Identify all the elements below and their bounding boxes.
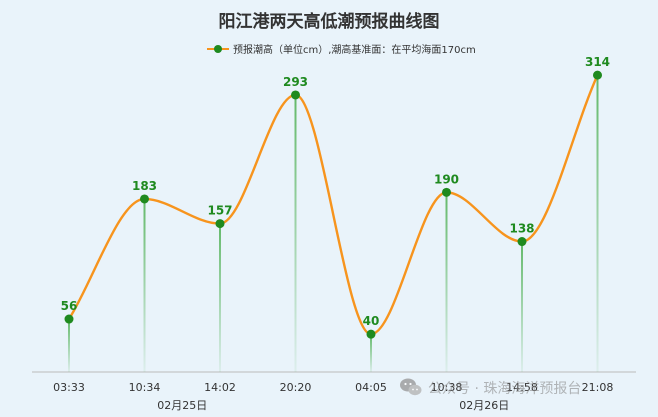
drop-line-6 [521,241,523,372]
date-label-1: 02月26日 [459,399,509,412]
x-tick-label-3: 20:20 [280,381,312,394]
value-label-5: 190 [434,172,459,186]
x-tick-label-4: 04:05 [355,381,387,394]
drop-line-2 [219,223,221,372]
x-tick-label-2: 14:02 [204,381,236,394]
data-point-1 [140,194,149,204]
legend: 预报潮高（单位cm）,潮高基准面：在平均海面170cm [207,43,476,56]
series-line [67,74,599,336]
date-label-0: 02月25日 [157,399,207,412]
x-tick-label-7: 21:08 [582,381,614,394]
value-label-1: 183 [132,179,157,193]
data-point-0 [64,314,74,324]
drop-line-0 [68,319,70,372]
wechat-icon [400,378,422,396]
legend-label: 预报潮高（单位cm）,潮高基准面：在平均海面170cm [233,43,476,56]
data-point-3 [291,90,300,100]
drop-lines [68,75,599,373]
data-point-2 [215,219,225,229]
chart-title: 阳江港两天高低潮预报曲线图 [219,11,440,32]
x-tick-label-1: 10:34 [129,381,161,394]
legend-marker-swatch [214,45,222,53]
watermark: 公众号 · 珠海海洋预报台 [400,378,581,397]
value-label-7: 314 [585,55,610,69]
drop-line-5 [445,192,448,372]
data-point-7 [593,70,602,80]
data-point-4 [366,329,376,339]
data-point-5 [442,187,451,197]
data-point-6 [517,237,527,247]
x-tick-labels: 03:33 10:34 14:02 20:20 04:05 10:38 14:58 21:08 [53,381,613,394]
value-label-6: 138 [509,222,534,236]
date-labels: 02月25日 02月26日 [157,399,509,412]
value-label-2: 157 [207,204,232,218]
drop-line-1 [143,198,146,372]
drop-line-4 [370,334,372,372]
value-label-0: 56 [61,299,78,313]
drop-line-3 [294,94,297,373]
x-tick-label-0: 03:33 [53,381,85,394]
data-markers [64,70,602,339]
value-label-4: 40 [363,314,380,328]
watermark-text: 公众号 · 珠海海洋预报台 [428,381,581,397]
x-tick-label-6: 14:58 [506,381,538,394]
value-label-3: 293 [283,75,308,89]
value-labels: 56 183 157 293 40 190 138 314 [61,55,610,328]
drop-line-7 [596,75,599,373]
x-tick-label-5: 10:38 [431,381,463,394]
